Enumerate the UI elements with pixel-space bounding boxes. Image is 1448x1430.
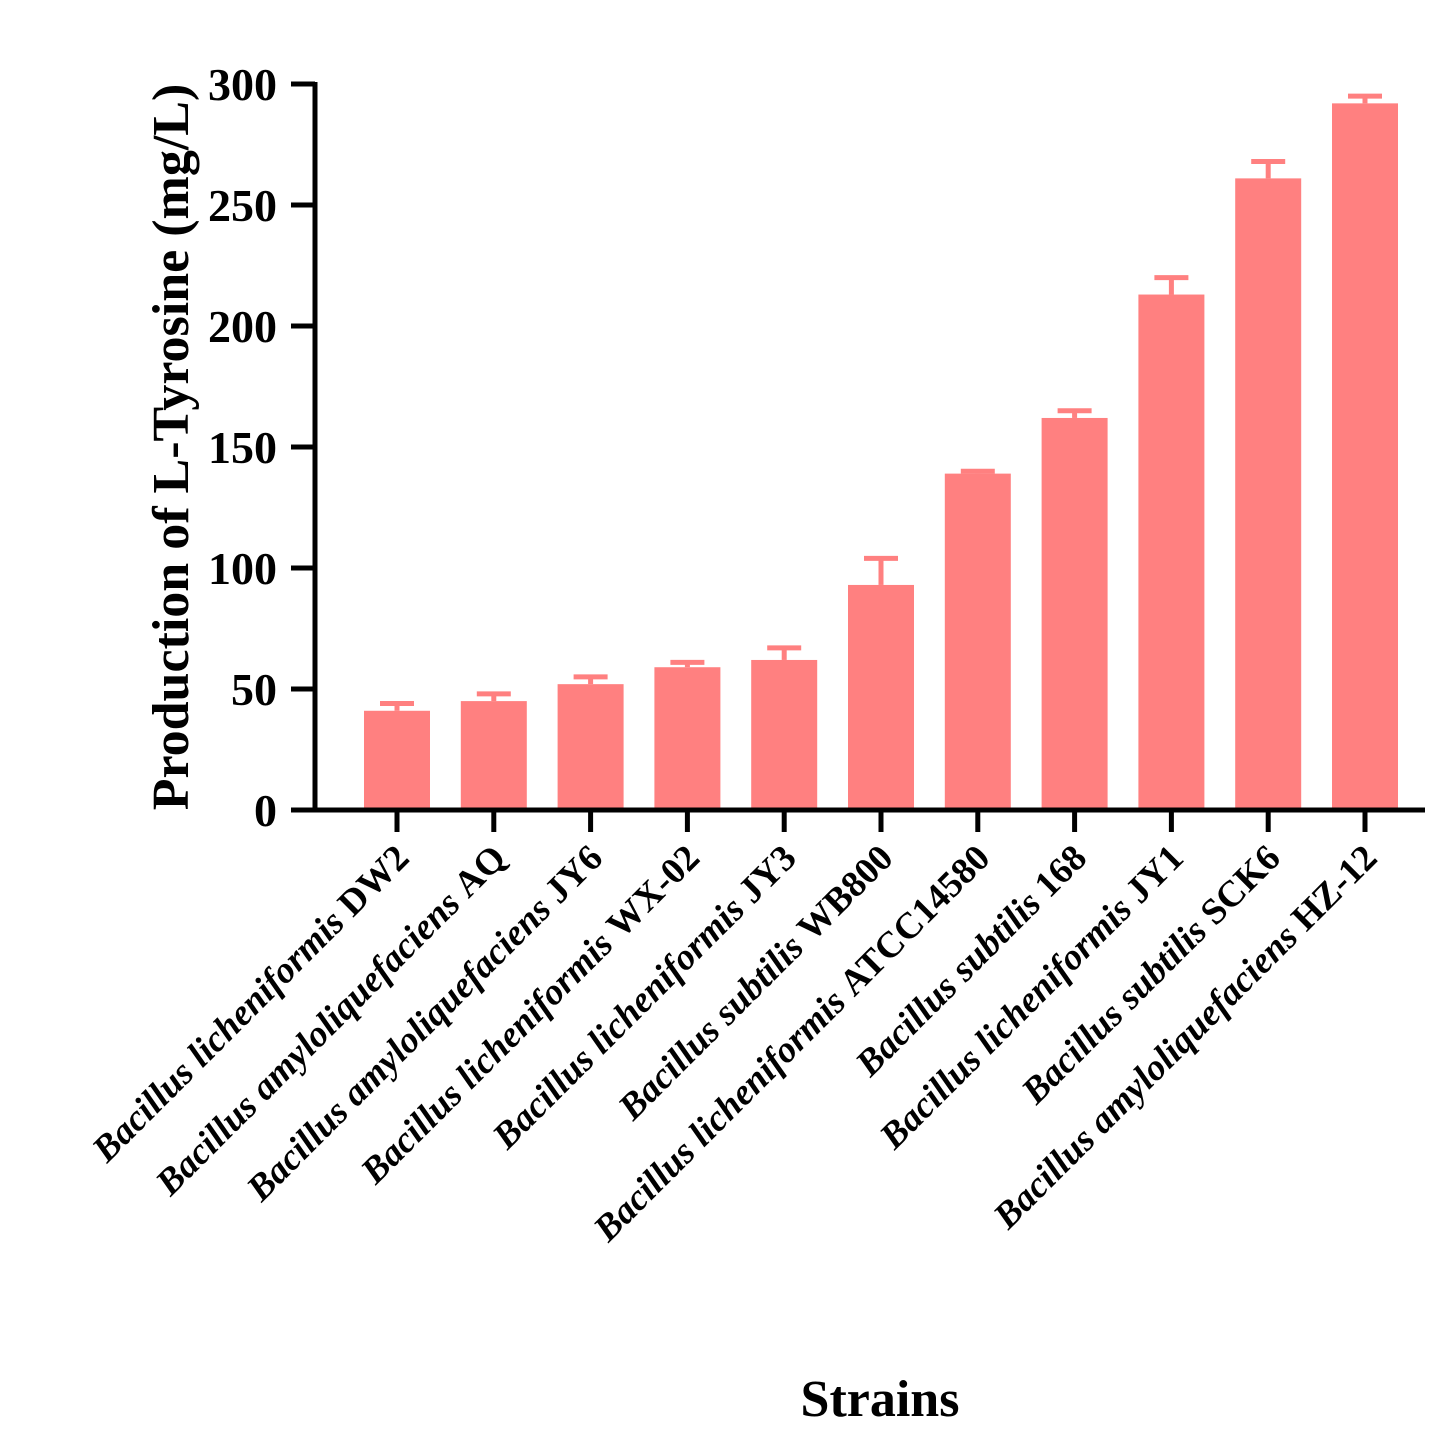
error-bars-group xyxy=(380,93,1382,711)
y-tick-label: 300 xyxy=(208,59,277,110)
bar xyxy=(848,584,914,810)
bar xyxy=(944,473,1011,810)
y-tick-label: 200 xyxy=(208,301,277,352)
bar xyxy=(364,710,430,810)
bar xyxy=(1332,103,1398,811)
x-tick-label-genus: Bacillus xyxy=(585,1125,710,1250)
bar xyxy=(751,659,818,810)
bar xyxy=(557,684,624,810)
x-axis-title: Strains xyxy=(801,1371,960,1428)
bar xyxy=(1138,294,1205,810)
y-tick-label: 0 xyxy=(254,785,277,836)
x-tick-label: Bacillus amyloliquefaciens JY6 xyxy=(238,837,611,1210)
y-tick-label: 50 xyxy=(231,664,277,715)
bars-group xyxy=(364,103,1398,811)
bar xyxy=(654,667,721,810)
x-tick-label-strain: HZ-12 xyxy=(1284,837,1386,939)
x-tick-label-genus: Bacillus xyxy=(985,1113,1110,1238)
y-tick-label: 250 xyxy=(208,180,277,231)
x-tick-label: Bacillus amyloliquefaciens AQ xyxy=(147,837,514,1204)
bar xyxy=(1041,417,1108,810)
y-tick-label: 100 xyxy=(208,543,277,594)
y-axis-title: Production of L-Tyrosine (mg/L) xyxy=(143,84,200,811)
y-ticks-group: 0 50 100 150 200 250 300 xyxy=(208,59,315,836)
bar xyxy=(1235,178,1302,810)
bar xyxy=(460,701,527,810)
y-tick-label: 150 xyxy=(208,422,277,473)
